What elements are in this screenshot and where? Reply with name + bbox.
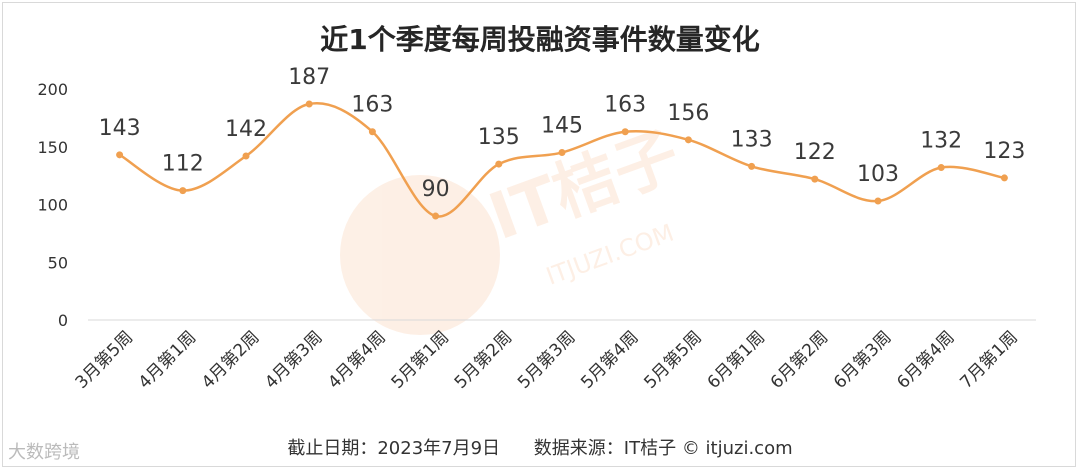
- brand-watermark: 大数跨境: [8, 438, 80, 464]
- x-tick-label: 5月第3周: [514, 327, 580, 393]
- y-tick-label: 50: [48, 253, 68, 272]
- data-label: 145: [541, 114, 583, 139]
- y-tick-label: 150: [37, 138, 68, 157]
- data-point: [874, 197, 882, 205]
- data-label: 112: [162, 152, 204, 177]
- chart-title: 近1个季度每周投融资事件数量变化: [320, 23, 760, 56]
- data-label: 163: [604, 93, 646, 118]
- data-label: 187: [288, 65, 330, 90]
- x-tick-label: 5月第1周: [388, 327, 454, 393]
- y-axis: 0 50 100 150 200: [37, 80, 68, 330]
- x-tick-label: 3月第5周: [72, 327, 138, 393]
- data-label: 143: [99, 116, 141, 141]
- brand-text: 大数跨境: [8, 442, 80, 463]
- watermark: IT桔子 ITJUZI.COM: [340, 119, 689, 335]
- data-label: 156: [667, 101, 709, 126]
- x-tick-label: 6月第4周: [893, 327, 959, 393]
- data-point: [495, 160, 503, 168]
- data-point: [937, 164, 945, 172]
- data-point: [684, 136, 692, 144]
- x-tick-label: 6月第2周: [767, 327, 833, 393]
- x-tick-label: 6月第3周: [830, 327, 896, 393]
- x-tick-label: 4月第2周: [198, 327, 264, 393]
- x-tick-label: 5月第4周: [577, 327, 643, 393]
- y-tick-label: 0: [58, 311, 68, 330]
- data-point: [242, 152, 250, 160]
- data-point: [305, 100, 313, 108]
- x-tick-label: 4月第1周: [135, 327, 201, 393]
- data-label: 103: [857, 162, 899, 187]
- footer-source: 数据来源：IT桔子 © itjuzi.com: [533, 438, 793, 459]
- x-axis: 3月第5周4月第1周4月第2周4月第3周4月第4周5月第1周5月第2周5月第3周…: [72, 327, 1022, 393]
- x-tick-label: 4月第4周: [324, 327, 390, 393]
- x-tick-label: 6月第1周: [704, 327, 770, 393]
- data-point: [558, 149, 566, 157]
- data-label: 163: [351, 93, 393, 118]
- x-tick-label: 7月第1周: [956, 327, 1022, 393]
- data-label: 133: [731, 127, 773, 152]
- series-line: [118, 102, 1005, 218]
- data-point: [368, 128, 376, 136]
- data-label: 135: [478, 125, 520, 150]
- data-labels: 143 112 142 187 163 90 135 145 163 156 133 122 103 13…: [99, 65, 1026, 202]
- footer: 截止日期：2023年7月9日 数据来源：IT桔子 © itjuzi.com: [0, 434, 1080, 460]
- data-label: 122: [794, 140, 836, 165]
- footer-date: 截止日期：2023年7月9日: [287, 438, 501, 459]
- data-label: 90: [422, 177, 450, 202]
- data-label: 142: [225, 117, 267, 142]
- data-point: [116, 151, 124, 159]
- data-point: [179, 187, 187, 195]
- x-tick-label: 5月第2周: [451, 327, 517, 393]
- data-point: [748, 162, 756, 170]
- data-points: [116, 100, 1008, 220]
- data-point: [1000, 174, 1008, 182]
- x-tick-label: 5月第5周: [640, 327, 706, 393]
- data-label: 132: [920, 129, 962, 154]
- x-tick-label: 4月第3周: [261, 327, 327, 393]
- data-point: [811, 175, 819, 183]
- y-tick-label: 200: [37, 80, 68, 99]
- data-label: 123: [983, 139, 1025, 164]
- data-point: [432, 212, 440, 220]
- y-tick-label: 100: [37, 196, 68, 215]
- data-point: [621, 128, 629, 136]
